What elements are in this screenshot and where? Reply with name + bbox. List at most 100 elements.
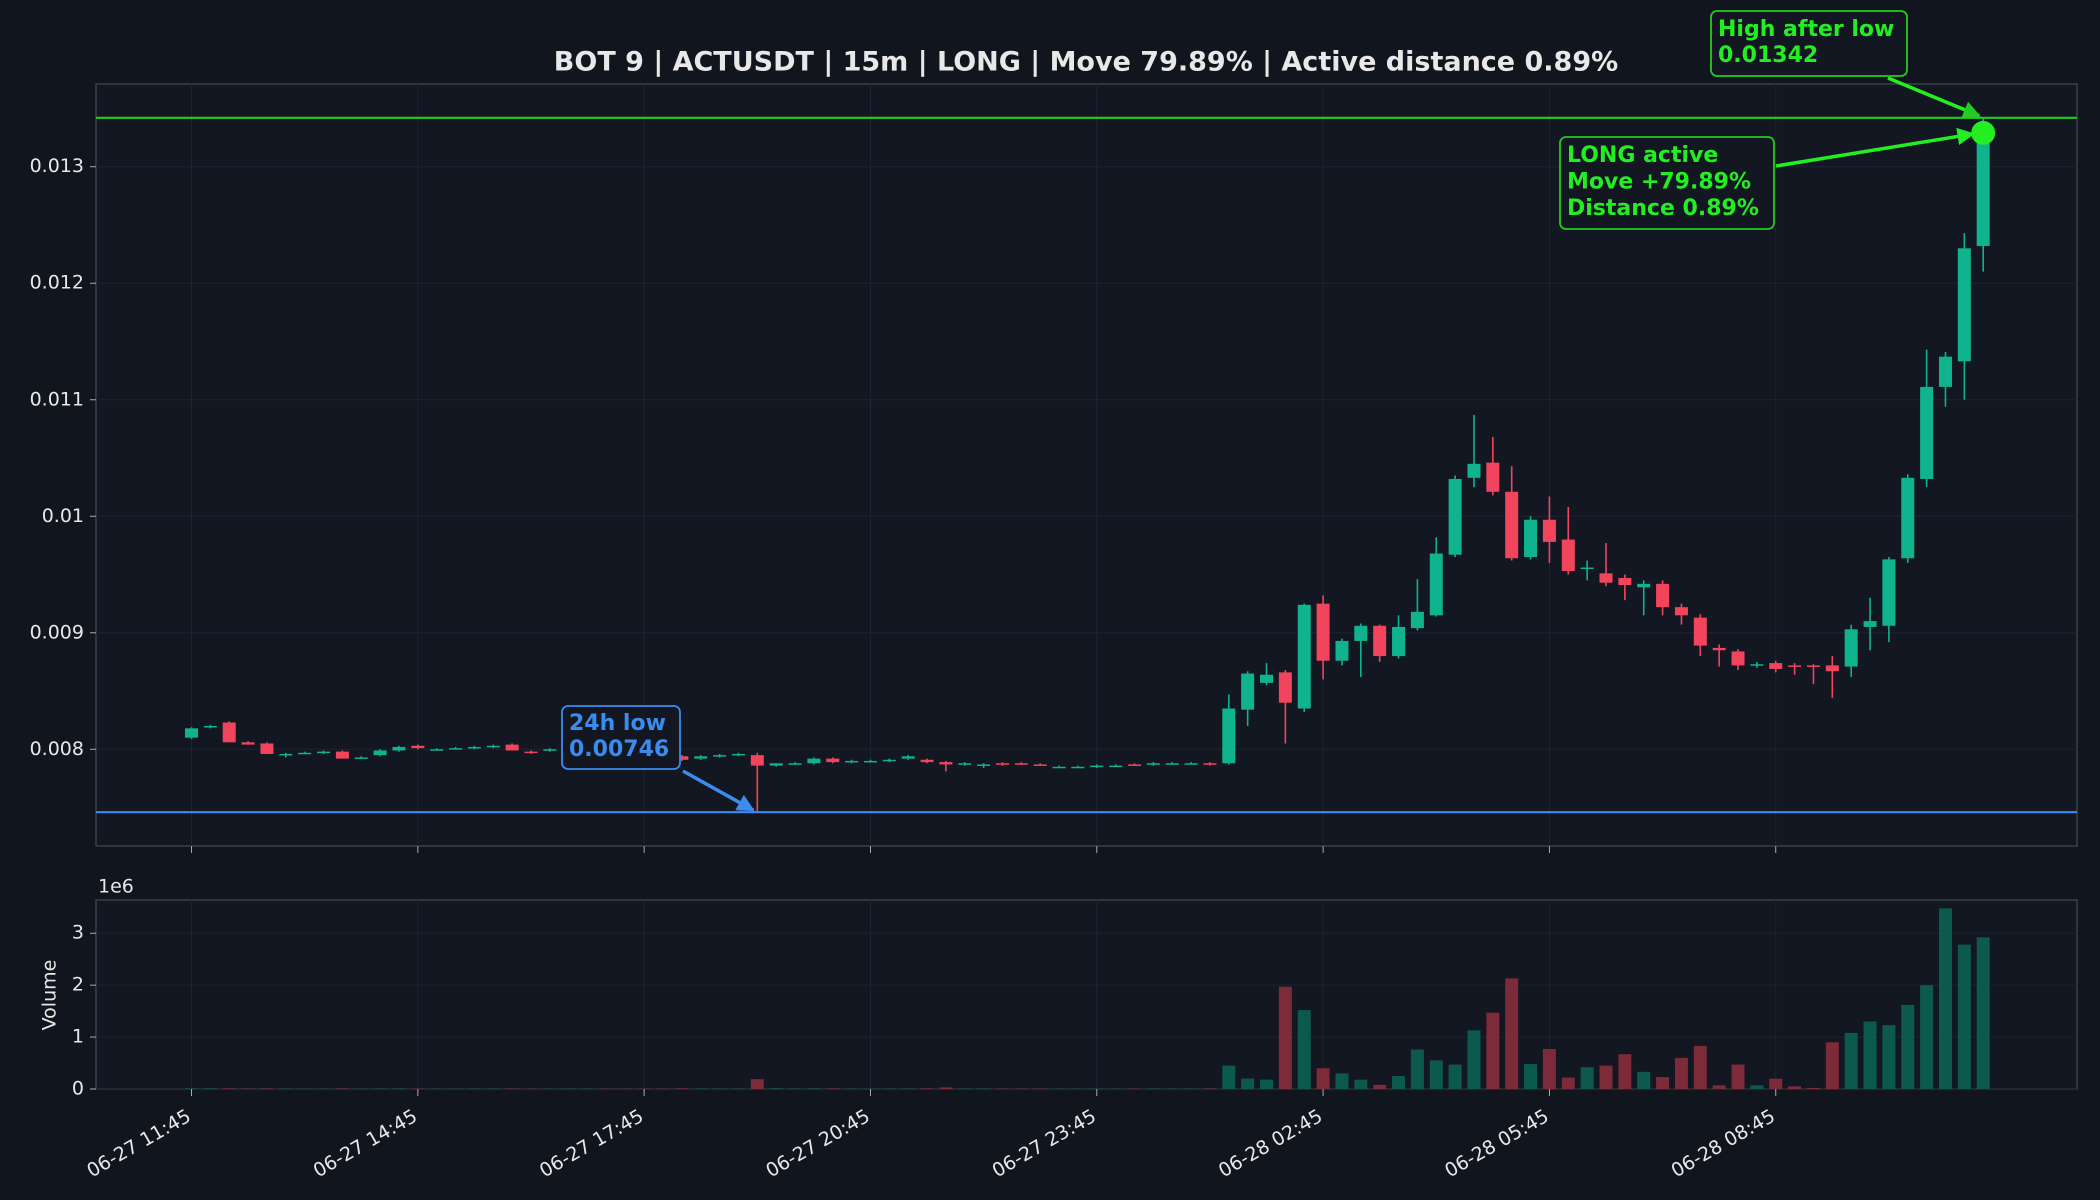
candle-body <box>1637 583 1651 588</box>
candle-body <box>1410 611 1424 629</box>
candle-body <box>1222 708 1236 764</box>
volume-bar <box>1656 1077 1670 1089</box>
candle-body <box>1014 763 1028 765</box>
volume-bar <box>1957 944 1971 1089</box>
volume-bar <box>1467 1030 1481 1089</box>
candle-body <box>807 758 821 764</box>
volume-axis-label: Volume <box>39 960 61 1031</box>
candle-body <box>467 746 481 749</box>
volume-bar <box>203 1088 217 1089</box>
volume-bar <box>1429 1060 1443 1089</box>
candle-body <box>279 753 293 756</box>
candle-body <box>713 755 727 757</box>
candle-body <box>1354 625 1368 641</box>
volume-panel <box>95 899 2078 1090</box>
volume-bar <box>675 1088 689 1089</box>
candle-body <box>1146 763 1160 765</box>
candle-body <box>392 746 406 751</box>
y-tick-label: 0.01 <box>42 505 84 527</box>
high-arrow <box>1887 76 1981 118</box>
high-annotation-box <box>1710 10 1908 77</box>
active-annotation-line: LONG active <box>1567 143 1718 168</box>
candle-body <box>769 763 783 766</box>
volume-bar <box>1260 1079 1274 1089</box>
candle-body <box>1297 604 1311 709</box>
candle-body <box>1788 665 1802 667</box>
candle-body <box>241 742 255 745</box>
candle-body <box>486 745 500 748</box>
volume-bar <box>807 1088 821 1089</box>
candle-body <box>1542 519 1556 542</box>
volume-bar <box>1825 1042 1839 1089</box>
volume-bar <box>920 1088 934 1089</box>
active-annotation-box <box>1559 136 1775 230</box>
candle-body <box>958 763 972 765</box>
volume-bar <box>222 1088 236 1089</box>
candle-body <box>411 745 425 749</box>
volume-bar <box>1335 1073 1349 1089</box>
volume-bar <box>1806 1087 1820 1089</box>
candle-body <box>995 763 1009 765</box>
volume-bar <box>1410 1049 1424 1089</box>
candle-body <box>1090 765 1104 768</box>
candle-body <box>901 756 915 759</box>
candle-body <box>1750 664 1764 666</box>
candle-body <box>543 749 557 751</box>
active-annotation-line: Move +79.89% <box>1567 170 1751 195</box>
candle-body <box>524 751 538 754</box>
volume-bar <box>1392 1076 1406 1089</box>
candle-body <box>1184 763 1198 765</box>
volume-bar <box>1693 1045 1707 1089</box>
y-tick-label: 1 <box>72 1026 84 1048</box>
candle-body <box>1203 763 1217 765</box>
volume-bar <box>1486 1012 1500 1089</box>
candle-body <box>1505 491 1519 559</box>
volume-bar <box>1373 1084 1387 1089</box>
volume-bar <box>1599 1065 1613 1089</box>
volume-bar <box>1863 1021 1877 1089</box>
candle-body <box>1825 665 1839 672</box>
candle-body <box>1429 553 1443 616</box>
y-tick-label: 0.009 <box>30 621 84 643</box>
volume-bar <box>1354 1079 1368 1089</box>
candle-body <box>1448 478 1462 555</box>
y-tick-label: 0.012 <box>30 272 84 294</box>
candle-body <box>826 758 840 763</box>
candle-body <box>373 750 387 756</box>
volume-bar <box>750 1079 764 1089</box>
candle-body <box>203 725 217 728</box>
volume-bar <box>1674 1057 1688 1089</box>
volume-bar <box>1637 1071 1651 1089</box>
candle-body <box>1712 647 1726 651</box>
candle-body <box>939 762 953 765</box>
candle-body <box>260 743 274 754</box>
candle-body <box>354 757 368 759</box>
volume-bar <box>1524 1064 1538 1089</box>
candle-body <box>335 751 349 759</box>
volume-bar <box>1618 1054 1632 1089</box>
candle-body <box>845 760 859 763</box>
candle-body <box>1486 462 1500 492</box>
candle-body <box>1335 640 1349 661</box>
candle-body <box>1618 578 1632 586</box>
active-marker <box>1971 120 1996 145</box>
candle-body <box>750 755 764 766</box>
volume-bar <box>1222 1065 1236 1089</box>
candle-body <box>1071 766 1085 769</box>
candle-body <box>731 753 745 756</box>
volume-bar <box>1316 1068 1330 1089</box>
candle-body <box>1165 763 1179 765</box>
chart-title: BOT 9 | ACTUSDT | 15m | LONG | Move 79.8… <box>554 47 1618 78</box>
candle-body <box>1920 386 1934 479</box>
candle-body <box>1524 519 1538 558</box>
candle-body <box>1656 583 1670 608</box>
volume-bar <box>1750 1085 1764 1089</box>
volume-bar <box>1788 1086 1802 1089</box>
candle-body <box>1241 673 1255 710</box>
candle-body <box>1373 625 1387 657</box>
volume-bar <box>185 1088 198 1089</box>
volume-bar <box>1731 1064 1745 1089</box>
volume-bar <box>1580 1067 1594 1089</box>
candle-body <box>1844 629 1858 667</box>
